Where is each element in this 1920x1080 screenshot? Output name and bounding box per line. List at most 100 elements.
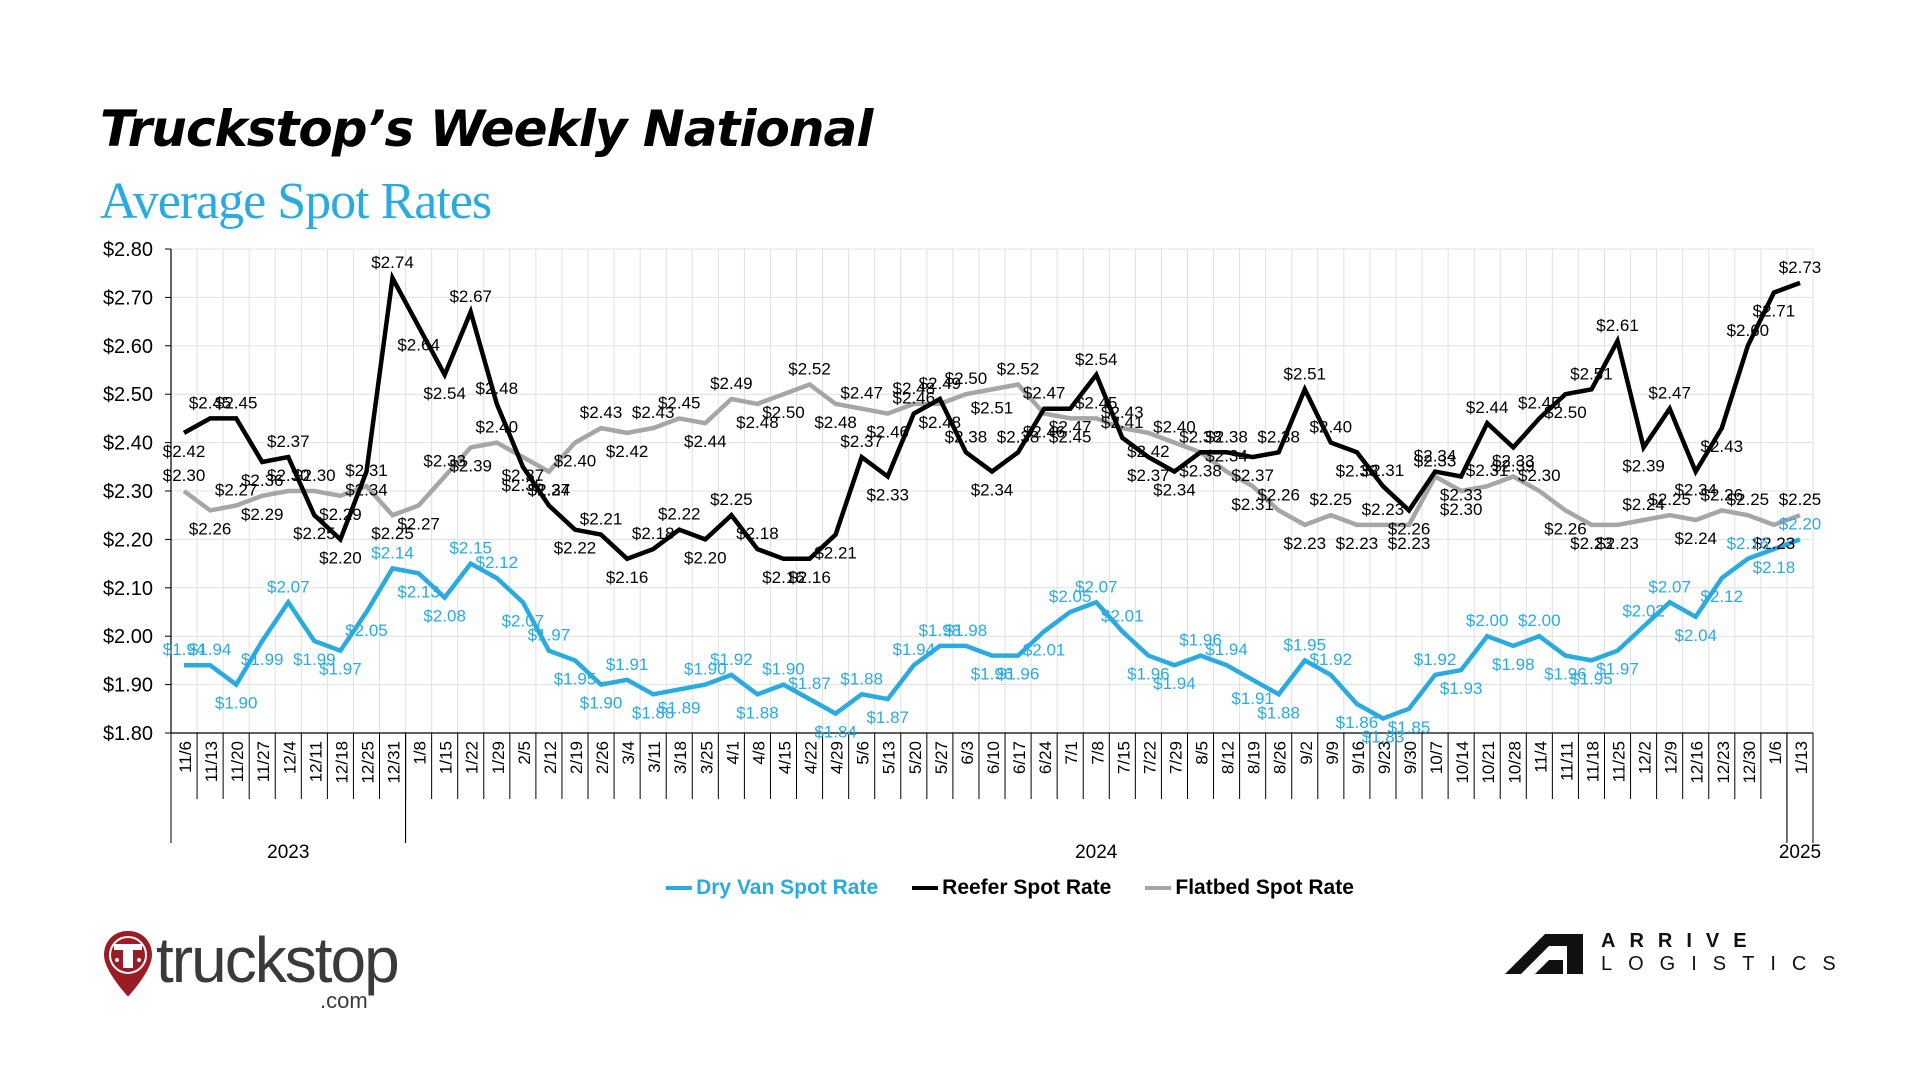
flatbed-data-label: $2.45 <box>658 393 701 412</box>
dry-van-data-label: $2.14 <box>371 543 414 562</box>
dry-van-data-label: $1.93 <box>1440 679 1483 698</box>
dry-van-series-line <box>184 537 1801 721</box>
year-label: 2024 <box>1075 842 1118 863</box>
x-tick-label: 12/25 <box>358 741 377 784</box>
x-tick-label: 3/4 <box>619 741 638 765</box>
reefer-data-label: $2.39 <box>1622 456 1665 475</box>
flatbed-data-label: $2.48 <box>919 413 962 432</box>
x-tick-label: 6/3 <box>958 741 977 765</box>
dry-van-data-label: $2.12 <box>476 553 519 572</box>
reefer-data-label: $2.34 <box>1153 481 1196 500</box>
reefer-data-label: $2.34 <box>345 481 388 500</box>
dry-van-data-label: $1.88 <box>736 703 779 722</box>
x-tick-label: 4/15 <box>775 741 794 774</box>
dry-van-data-label: $1.88 <box>1257 703 1300 722</box>
reefer-data-label: $2.38 <box>945 427 988 446</box>
map-pin-icon <box>101 928 155 1000</box>
x-tick-label: 6/10 <box>984 741 1003 774</box>
flatbed-data-label: $2.45 <box>1075 393 1118 412</box>
x-tick-label: 2/26 <box>593 741 612 774</box>
legend-item-dry-van[interactable]: Dry Van Spot Rate <box>666 876 878 900</box>
x-tick-label: 11/13 <box>202 741 221 782</box>
reefer-data-label: $2.27 <box>528 481 571 500</box>
legend-item-reefer[interactable]: Reefer Spot Rate <box>912 876 1111 900</box>
flatbed-data-label: $2.43 <box>632 403 675 422</box>
flatbed-data-label: $2.31 <box>345 461 388 480</box>
dry-van-data-label: $2.16 <box>1727 534 1770 553</box>
x-tick-label: 12/9 <box>1662 741 1681 774</box>
dry-van-data-label: $1.94 <box>893 640 936 659</box>
x-tick-label: 11/18 <box>1583 741 1602 782</box>
reefer-data-label: $2.50 <box>1544 403 1587 422</box>
flatbed-data-label: $2.48 <box>736 413 779 432</box>
dry-van-data-label: $1.95 <box>1570 669 1613 688</box>
dry-van-data-label: $2.07 <box>1075 577 1118 596</box>
reefer-data-label: $2.45 <box>1518 393 1561 412</box>
dry-van-data-label: $1.85 <box>1388 718 1431 737</box>
flatbed-data-label: $2.23 <box>1596 534 1639 553</box>
x-tick-label: 1/15 <box>437 741 456 774</box>
x-tick-label: 10/7 <box>1427 741 1446 774</box>
truckstop-logo: truckstop .com <box>100 928 400 1013</box>
x-tick-label: 1/13 <box>1792 741 1811 774</box>
reefer-data-label: $2.41 <box>1101 413 1144 432</box>
flatbed-data-label: $2.26 <box>1701 485 1744 504</box>
reefer-data-label: $2.40 <box>1310 418 1353 437</box>
reefer-data-label: $2.34 <box>1414 447 1457 466</box>
x-tick-label: 3/25 <box>697 741 716 774</box>
dry-van-data-label: $2.00 <box>1466 611 1509 630</box>
dry-van-data-label: $2.15 <box>449 539 492 558</box>
reefer-data-label: $2.45 <box>189 393 232 412</box>
reefer-data-label: $2.46 <box>893 389 936 408</box>
reefer-data-label: $2.34 <box>1674 481 1717 500</box>
dry-van-data-label: $2.05 <box>345 621 388 640</box>
flatbed-data-label: $2.40 <box>554 452 597 471</box>
legend-label-reefer: Reefer Spot Rate <box>942 876 1112 899</box>
dry-van-data-label: $2.07 <box>1648 577 1691 596</box>
x-tick-label: 9/9 <box>1323 741 1342 765</box>
dry-van-data-label: $2.00 <box>1518 611 1561 630</box>
flatbed-swatch <box>1145 886 1172 890</box>
x-tick-label: 12/18 <box>332 741 351 784</box>
y-tick-label: $1.80 <box>103 723 153 745</box>
dry-van-data-label: $1.84 <box>814 723 857 742</box>
x-tick-label: 8/5 <box>1193 741 1212 765</box>
reefer-data-label: $2.37 <box>1231 466 1274 485</box>
reefer-data-label: $2.60 <box>1727 321 1770 340</box>
dry-van-data-label: $1.88 <box>840 669 883 688</box>
flatbed-data-label: $2.46 <box>1023 423 1066 442</box>
reefer-data-label: $2.73 <box>1779 258 1822 277</box>
gridlines <box>170 248 1814 734</box>
flatbed-data-label: $2.30 <box>267 466 310 485</box>
x-tick-label: 3/18 <box>671 741 690 774</box>
dry-van-data-label: $1.92 <box>710 650 753 669</box>
flatbed-data-label: $2.48 <box>893 379 936 398</box>
reefer-data-label: $2.51 <box>1570 364 1613 383</box>
reefer-data-label: $2.47 <box>1049 418 1092 437</box>
flatbed-data-label: $2.29 <box>319 505 362 524</box>
x-tick-label: 9/16 <box>1349 741 1368 774</box>
x-tick-label: 12/23 <box>1714 741 1733 784</box>
dry-van-data-label: $1.96 <box>1127 665 1170 684</box>
dry-van-data-label: $1.89 <box>658 698 701 717</box>
dry-van-data-label: $2.18 <box>1753 558 1796 577</box>
dry-van-data-label: $1.97 <box>1596 660 1639 679</box>
flatbed-data-label: $2.23 <box>1283 534 1326 553</box>
flatbed-data-label: $2.45 <box>1049 427 1092 446</box>
flatbed-data-label: $2.33 <box>423 451 466 470</box>
x-tick-label: 1/6 <box>1766 741 1785 765</box>
flatbed-data-label: $2.39 <box>449 456 492 475</box>
reefer-data-label: $2.25 <box>710 490 753 509</box>
x-tick-label: 6/17 <box>1010 741 1029 774</box>
chart-title: Truckstop’s Weekly National <box>100 100 873 158</box>
flatbed-data-label: $2.31 <box>1466 461 1509 480</box>
flatbed-data-label: $2.23 <box>1388 534 1431 553</box>
legend-label-flatbed: Flatbed Spot Rate <box>1175 876 1354 899</box>
reefer-data-label: $2.49 <box>919 374 962 393</box>
dry-van-data-label: $2.01 <box>1101 606 1144 625</box>
dry-van-data-label: $1.86 <box>1336 713 1379 732</box>
legend-item-flatbed[interactable]: Flatbed Spot Rate <box>1145 876 1354 900</box>
dry-van-data-label: $1.91 <box>1231 689 1274 708</box>
flatbed-data-label: $2.25 <box>1727 490 1770 509</box>
x-tick-label: 7/15 <box>1114 741 1133 774</box>
